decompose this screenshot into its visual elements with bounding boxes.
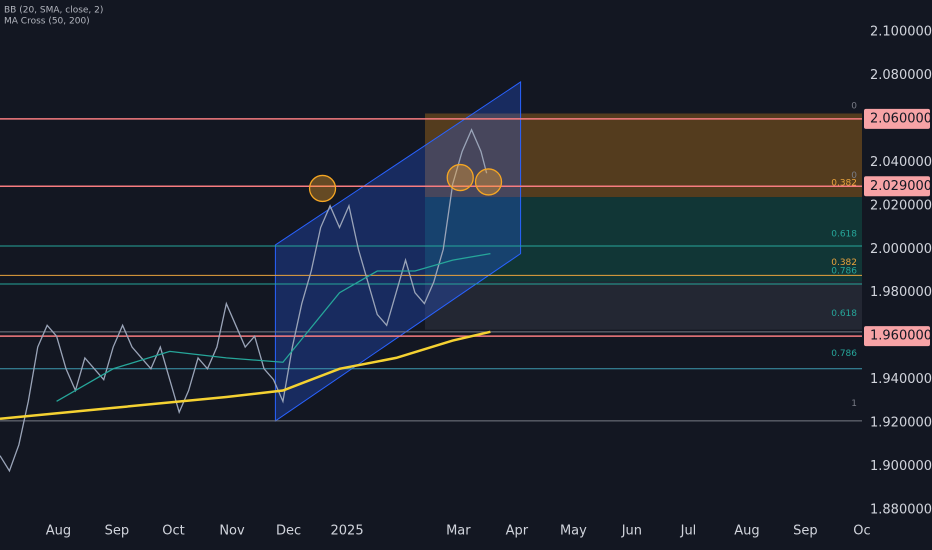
fib-label: 0.618 (831, 230, 857, 240)
x-tick-label: Apr (506, 524, 529, 539)
x-tick-label: Sep (105, 524, 130, 539)
fib-label: 1 (851, 399, 857, 409)
x-tick-label: Mar (446, 524, 471, 539)
y-tick-label: 1.940000 (870, 372, 932, 387)
price-label-bg (864, 176, 930, 197)
highlight-circle (474, 168, 503, 196)
y-tick-label: 2.040000 (870, 155, 932, 170)
indicator-label: MA Cross (50, 200) (4, 17, 90, 27)
fib-label: 0.382 (831, 258, 857, 268)
x-tick-label: Jul (680, 524, 697, 539)
y-tick-label: 1.920000 (870, 416, 932, 431)
x-tick-label: Jun (621, 524, 642, 539)
x-tick-label: 2025 (331, 524, 364, 539)
indicator-label: BB (20, SMA, close, 2) (4, 6, 103, 16)
y-tick-label: 1.980000 (870, 285, 932, 300)
x-tick-label: Sep (793, 524, 818, 539)
price-label: 2.060000 (870, 111, 932, 126)
y-tick-label: 1.900000 (870, 459, 932, 474)
x-tick-label: Dec (276, 524, 301, 539)
channel (274, 81, 522, 422)
series-line (0, 330, 491, 420)
x-tick-label: Nov (219, 524, 245, 539)
fib-label: 0.786 (831, 349, 857, 359)
x-tick-label: Oct (162, 524, 184, 539)
y-tick-label: 2.100000 (870, 25, 932, 40)
fib-label: 0.382 (831, 179, 857, 189)
x-tick-label: May (560, 524, 587, 539)
y-tick-label: 2.080000 (870, 68, 932, 83)
price-axis-bg (862, 0, 932, 550)
series-line (56, 252, 491, 402)
fib-zone (425, 113, 862, 198)
y-tick-label: 2.020000 (870, 198, 932, 213)
price-label: 1.960000 (870, 329, 932, 344)
price-label: 2.029000 (870, 179, 932, 194)
x-tick-label: Oc (853, 524, 870, 539)
fib-label: 0 (851, 101, 857, 111)
x-tick-label: Aug (734, 524, 759, 539)
fib-label: 0.618 (831, 309, 857, 319)
fib-zone (425, 281, 862, 330)
fib-zone (425, 197, 862, 282)
price-label-bg (864, 326, 930, 347)
highlight-circle (308, 174, 337, 203)
y-tick-label: 2.000000 (870, 242, 932, 257)
highlight-circle (446, 163, 474, 192)
y-tick-label: 1.880000 (870, 503, 932, 518)
fib-label: 0.786 (831, 267, 857, 277)
fib-label: 0 (851, 171, 857, 181)
x-tick-label: Aug (46, 524, 71, 539)
price-label-bg (864, 108, 930, 129)
